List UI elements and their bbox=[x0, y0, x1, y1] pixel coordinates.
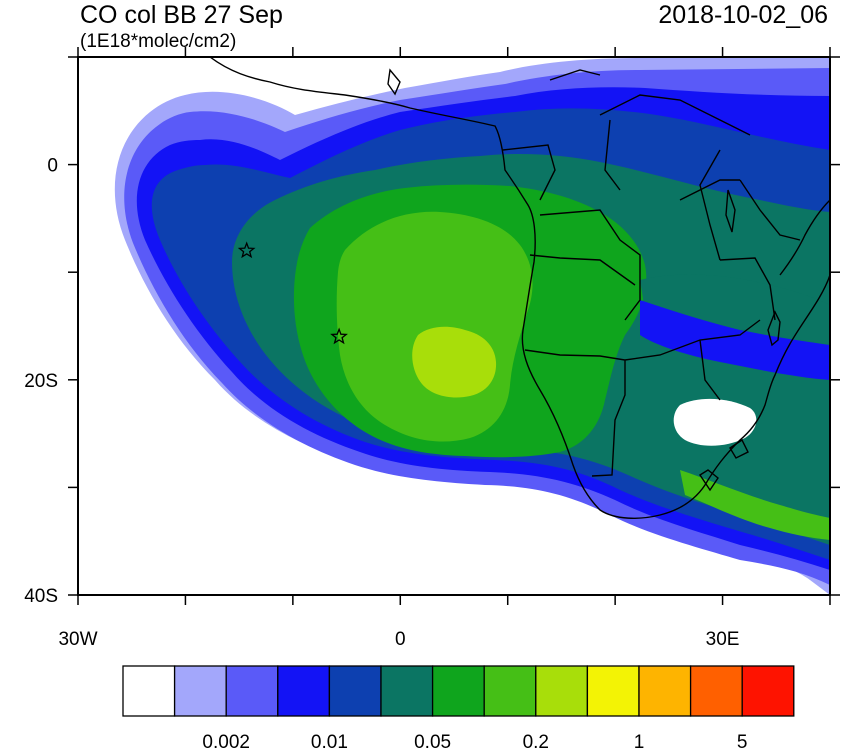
africa-west-coast bbox=[209, 57, 830, 519]
contour-level-02 bbox=[336, 211, 533, 442]
colorbar-swatch bbox=[173, 665, 227, 717]
plot-frame bbox=[77, 56, 831, 596]
colorbar-swatch bbox=[380, 665, 434, 717]
co-contours bbox=[114, 57, 830, 595]
y-tick-label: 20S bbox=[24, 371, 58, 392]
country-borders bbox=[502, 69, 801, 492]
colorbar-swatch bbox=[586, 665, 640, 717]
colorbar-label: 0.01 bbox=[311, 732, 348, 750]
markers-layer bbox=[237, 241, 348, 345]
axis-ticks bbox=[68, 47, 840, 605]
colorbar-swatch bbox=[277, 665, 331, 717]
contour-east-teal bbox=[640, 274, 830, 345]
contour-level-05 bbox=[412, 326, 497, 398]
colorbar-label: 5 bbox=[737, 732, 748, 750]
colorbar-swatch bbox=[689, 665, 743, 717]
x-tick-label: 30W bbox=[58, 629, 97, 650]
colorbar-swatch bbox=[431, 665, 485, 717]
contour-east-blue bbox=[640, 300, 830, 380]
y-tick-label: 40S bbox=[24, 586, 58, 607]
colorbar-swatch bbox=[328, 665, 382, 717]
units-label: (1E18*molec/cm2) bbox=[80, 31, 237, 52]
colorbar-swatch bbox=[741, 665, 795, 717]
colorbar-swatch bbox=[122, 665, 176, 717]
star-marker bbox=[237, 241, 256, 259]
coastlines bbox=[209, 57, 830, 519]
contour-land-gap bbox=[673, 398, 757, 446]
contour-southeast-green bbox=[680, 470, 830, 540]
colorbar-swatch bbox=[483, 665, 537, 717]
star-marker bbox=[330, 327, 348, 345]
colorbar-label: 1 bbox=[634, 732, 645, 750]
axis-tick-labels: 30W 0 30E 0 20S 40S bbox=[24, 156, 739, 650]
x-tick-label: 0 bbox=[395, 629, 406, 650]
datetime-label: 2018-10-02_06 bbox=[658, 1, 828, 29]
x-tick-label: 30E bbox=[706, 629, 740, 650]
colorbar-label: 0.05 bbox=[414, 732, 451, 750]
colorbar-swatch bbox=[638, 665, 692, 717]
colorbar-label: 0.002 bbox=[202, 732, 250, 750]
colorbar-swatch bbox=[535, 665, 589, 717]
map-plot-area: 30W 0 30E 0 20S 40S bbox=[24, 47, 840, 650]
colorbar-swatch bbox=[225, 665, 279, 717]
y-tick-label: 0 bbox=[47, 156, 58, 177]
africa-east-coast bbox=[779, 199, 830, 276]
lake-outlines bbox=[387, 68, 781, 347]
map-title: CO col BB 27 Sep bbox=[80, 1, 283, 29]
colorbar-label: 0.2 bbox=[523, 732, 549, 750]
colorbar: 0.002 0.01 0.05 0.2 1 5 bbox=[122, 665, 795, 750]
